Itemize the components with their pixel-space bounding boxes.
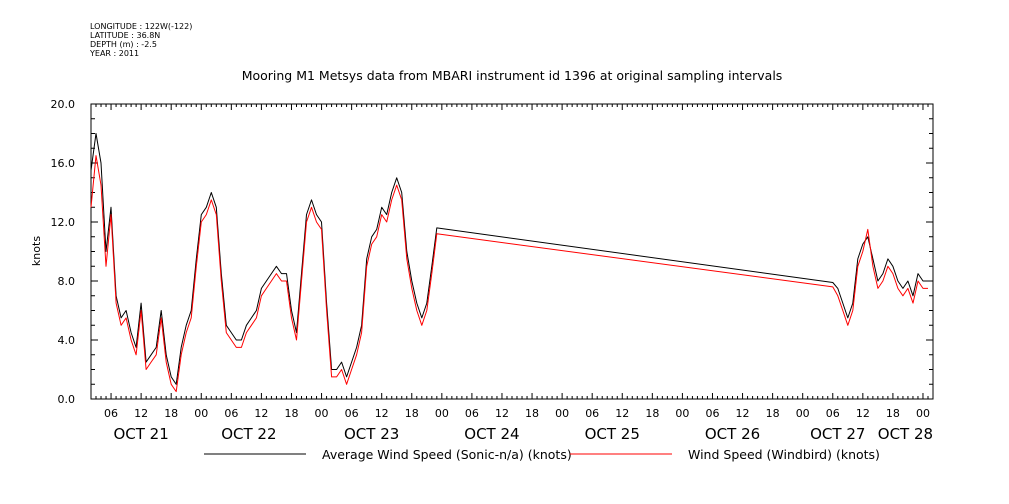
metadata-block: LONGITUDE : 122W(-122) LATITUDE : 36.8N … bbox=[89, 22, 192, 58]
x-hour-label: 18 bbox=[645, 407, 659, 420]
x-hour-label: 00 bbox=[435, 407, 449, 420]
x-hour-label: 18 bbox=[886, 407, 900, 420]
x-day-label: OCT 22 bbox=[221, 425, 276, 443]
x-hour-label: 12 bbox=[134, 407, 148, 420]
y-tick-label: 12.0 bbox=[51, 216, 76, 229]
y-tick-label: 20.0 bbox=[51, 98, 76, 111]
legend: Average Wind Speed (Sonic-n/a) (knots) W… bbox=[204, 447, 880, 462]
legend-label-windbird: Wind Speed (Windbird) (knots) bbox=[688, 447, 880, 462]
x-hour-label: 06 bbox=[826, 407, 840, 420]
x-hour-label: 00 bbox=[315, 407, 329, 420]
meta-longitude: LONGITUDE : 122W(-122) bbox=[90, 22, 192, 31]
x-hour-label: 12 bbox=[495, 407, 509, 420]
x-hour-label: 12 bbox=[375, 407, 389, 420]
meta-latitude: LATITUDE : 36.8N bbox=[90, 31, 160, 40]
y-tick-label: 16.0 bbox=[51, 157, 76, 170]
x-day-label: OCT 28 bbox=[878, 425, 933, 443]
y-tick-label: 8.0 bbox=[58, 275, 76, 288]
y-axis-ticks: 0.0 4.0 8.0 12.0 16.0 20.0 bbox=[51, 98, 933, 406]
x-hour-label: 18 bbox=[525, 407, 539, 420]
x-hour-label: 06 bbox=[705, 407, 719, 420]
x-day-label: OCT 21 bbox=[113, 425, 168, 443]
x-day-label: OCT 27 bbox=[810, 425, 865, 443]
series-line-windbird bbox=[90, 155, 928, 393]
x-hour-label: 00 bbox=[796, 407, 810, 420]
x-axis-day-labels: OCT 21 OCT 22 OCT 23 OCT 24 OCT 25 OCT 26 OCT … bbox=[113, 425, 933, 443]
x-hour-label: 00 bbox=[675, 407, 689, 420]
x-hour-label: 00 bbox=[916, 407, 930, 420]
series-line-average bbox=[90, 133, 928, 385]
x-day-label: OCT 23 bbox=[344, 425, 399, 443]
x-day-label: OCT 24 bbox=[464, 425, 519, 443]
chart-title: Mooring M1 Metsys data from MBARI instru… bbox=[242, 68, 783, 83]
x-hour-label: 12 bbox=[615, 407, 629, 420]
x-axis-hour-labels: 06 12 18 00 06 12 18 00 06 12 18 00 06 12 18 00 06 12 18 00… bbox=[104, 407, 930, 420]
y-tick-label: 0.0 bbox=[58, 393, 76, 406]
x-hour-label: 18 bbox=[766, 407, 780, 420]
meta-depth: DEPTH (m) : -2.5 bbox=[90, 40, 157, 49]
x-hour-label: 00 bbox=[194, 407, 208, 420]
x-day-label: OCT 26 bbox=[705, 425, 760, 443]
x-hour-label: 06 bbox=[585, 407, 599, 420]
y-tick-label: 4.0 bbox=[58, 334, 76, 347]
x-hour-label: 18 bbox=[405, 407, 419, 420]
x-day-label: OCT 25 bbox=[585, 425, 640, 443]
legend-label-average: Average Wind Speed (Sonic-n/a) (knots) bbox=[322, 447, 572, 462]
plot-frame bbox=[90, 103, 934, 400]
x-hour-label: 12 bbox=[254, 407, 268, 420]
x-hour-label: 00 bbox=[555, 407, 569, 420]
x-hour-label: 18 bbox=[284, 407, 298, 420]
x-hour-label: 18 bbox=[164, 407, 178, 420]
x-axis-ticks bbox=[90, 104, 934, 399]
x-hour-label: 12 bbox=[736, 407, 750, 420]
x-hour-label: 06 bbox=[465, 407, 479, 420]
x-hour-label: 12 bbox=[856, 407, 870, 420]
y-axis-label: knots bbox=[30, 236, 43, 266]
meta-year: YEAR : 2011 bbox=[89, 49, 139, 58]
series-lines bbox=[90, 133, 928, 393]
x-hour-label: 06 bbox=[104, 407, 118, 420]
x-hour-label: 06 bbox=[224, 407, 238, 420]
x-hour-label: 06 bbox=[345, 407, 359, 420]
